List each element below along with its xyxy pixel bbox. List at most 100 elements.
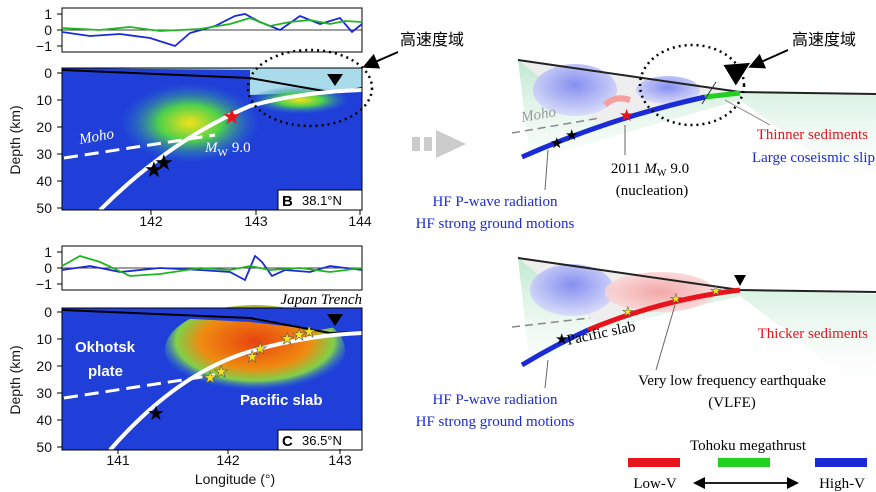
waveform-c xyxy=(61,245,363,291)
shape xyxy=(655,304,676,371)
legend-title: Tohoku megathrust xyxy=(690,438,807,454)
shape xyxy=(724,99,771,126)
y-tick-label: 50 xyxy=(36,439,52,455)
shape: ★ xyxy=(710,283,722,298)
shape xyxy=(63,373,216,400)
shape xyxy=(602,95,631,108)
callout: 高速度域 xyxy=(400,31,464,49)
schematic-bottom: ★ ★ ★ ★ xyxy=(511,257,876,400)
y-tick-label: 0 xyxy=(44,260,52,276)
annotation: Pacific slab xyxy=(240,392,323,409)
x-tick-label: 142 xyxy=(139,213,163,229)
shape xyxy=(98,88,363,212)
shape xyxy=(815,458,867,467)
shape xyxy=(412,137,420,151)
panel-label: C xyxy=(282,433,293,450)
annotation: 36.5°N xyxy=(302,433,342,448)
y-tick-label: 50 xyxy=(36,200,52,216)
shape xyxy=(436,130,466,158)
shape: ★ xyxy=(144,157,164,182)
shape xyxy=(701,81,717,105)
shape xyxy=(628,458,680,467)
section-c: ★★★★★★★ ★ xyxy=(61,305,363,452)
annotation: (nucleation) xyxy=(616,183,688,199)
x-tick-label: 144 xyxy=(348,213,372,229)
shape: ★ ★ ★ xyxy=(622,283,722,320)
shape xyxy=(520,327,590,368)
shape xyxy=(61,67,363,211)
shape xyxy=(544,359,549,389)
shape: ★ xyxy=(214,364,228,381)
callout: 高速度域 xyxy=(792,31,856,49)
legend-label: Low-V xyxy=(633,476,676,492)
y-tick-label: 20 xyxy=(36,119,52,135)
shape xyxy=(61,17,363,32)
shape: ★ xyxy=(147,403,165,425)
y-tick-label: 0 xyxy=(44,304,52,320)
annotation: W xyxy=(657,168,667,179)
axis-label: Depth (km) xyxy=(7,345,23,414)
y-tick-label: 10 xyxy=(36,331,52,347)
annotation: M xyxy=(204,140,219,156)
shape: ★ xyxy=(253,341,267,358)
y-tick-label: −1 xyxy=(36,38,52,54)
annotation: HF P-wave radiation xyxy=(433,194,558,210)
annotation: 2011 xyxy=(611,161,640,177)
shape xyxy=(718,458,770,467)
shape: ★ xyxy=(280,331,294,348)
shape xyxy=(63,133,216,160)
annotation: HF strong ground motions xyxy=(416,414,575,430)
shape xyxy=(61,307,363,451)
y-tick-label: 1 xyxy=(44,244,52,260)
shape xyxy=(424,137,432,151)
shape xyxy=(61,254,363,282)
annotation: plate xyxy=(88,363,123,380)
shape xyxy=(748,49,789,69)
shape xyxy=(511,117,601,134)
shape xyxy=(327,74,343,86)
waveform-b xyxy=(61,7,363,53)
y-tick-label: 0 xyxy=(44,65,52,81)
shape xyxy=(734,275,746,286)
shape xyxy=(362,51,399,69)
arrow xyxy=(412,130,466,158)
y-tick-label: 40 xyxy=(36,173,52,189)
shape: ★ xyxy=(550,135,563,152)
annotation: 9.0 xyxy=(232,140,251,156)
shape: ★ xyxy=(203,370,217,387)
section-b: ★★ ★ xyxy=(61,48,399,212)
shape xyxy=(704,90,741,100)
shape xyxy=(517,59,876,95)
annotation: HF strong ground motions xyxy=(416,216,575,232)
shape xyxy=(327,314,343,326)
y-tick-label: −1 xyxy=(36,276,52,292)
shape: ★★★★★★★ xyxy=(203,324,317,388)
axis-label: Depth (km) xyxy=(7,105,23,174)
shape xyxy=(530,264,614,316)
y-tick-label: 30 xyxy=(36,146,52,162)
shape xyxy=(511,317,591,328)
shape: ★ xyxy=(245,349,259,366)
shape: ★ xyxy=(622,304,634,319)
annotation: W xyxy=(218,147,229,159)
shape: ★ xyxy=(302,324,316,341)
shape: ★ xyxy=(670,291,682,306)
shape xyxy=(533,64,617,116)
shape: ★ xyxy=(619,106,634,125)
x-tick-label: 142 xyxy=(216,452,240,468)
axis-label: Longitude (°) xyxy=(195,471,275,487)
shape xyxy=(108,331,363,452)
shape xyxy=(587,287,741,333)
shape: ★ xyxy=(222,104,242,129)
annotation: (VLFE) xyxy=(708,395,756,411)
panel-label: B xyxy=(282,193,293,210)
shape: ★ xyxy=(555,331,568,348)
shape xyxy=(544,149,549,191)
x-tick-label: 143 xyxy=(328,452,352,468)
shape: ★ xyxy=(154,150,174,175)
x-tick-label: 143 xyxy=(244,213,268,229)
legend-label: High-V xyxy=(819,476,865,492)
annotation: Moho xyxy=(77,126,116,148)
shape xyxy=(61,13,363,48)
annotation: Thicker sediments xyxy=(758,326,869,342)
